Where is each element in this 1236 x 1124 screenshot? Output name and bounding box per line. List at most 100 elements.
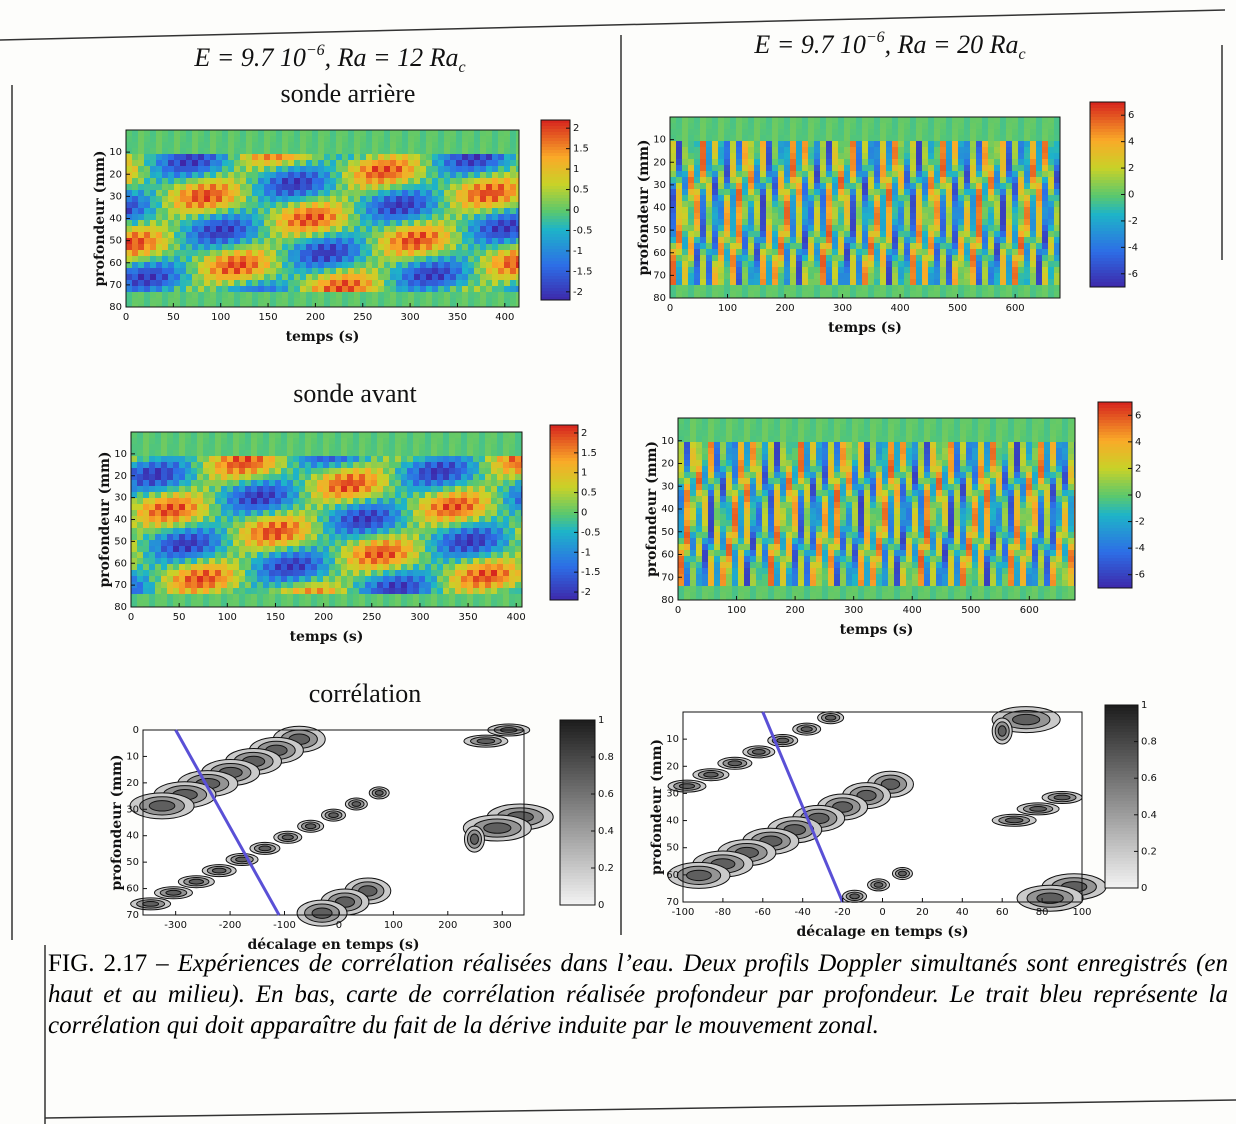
texture-cell (186, 136, 192, 142)
texture-cell (185, 582, 191, 588)
texture-cell (210, 202, 216, 208)
texture-cell (730, 141, 736, 147)
texture-cell (156, 244, 162, 250)
texture-cell (414, 238, 420, 244)
texture-cell (209, 510, 215, 516)
texture-cell (360, 202, 366, 208)
texture-cell (431, 594, 437, 600)
texture-cell (461, 564, 467, 570)
texture-cell (389, 582, 395, 588)
texture-cell (432, 262, 438, 268)
texture-cell (485, 564, 491, 570)
colorbar-cell (550, 476, 578, 479)
texture-cell (287, 456, 293, 462)
texture-cell (360, 160, 366, 166)
texture-cell (330, 214, 336, 220)
texture-cell (270, 268, 276, 274)
texture-cell (467, 498, 473, 504)
texture-cell (377, 522, 383, 528)
texture-cell (389, 570, 395, 576)
texture-cell (718, 165, 724, 171)
texture-cell (688, 117, 694, 123)
texture-cell (419, 582, 425, 588)
texture-cell (510, 208, 516, 214)
texture-cell (287, 444, 293, 450)
colorbar-cell (550, 464, 578, 467)
texture-cell (359, 510, 365, 516)
texture-cell (450, 268, 456, 274)
texture-cell (390, 178, 396, 184)
texture-cell (468, 226, 474, 232)
texture-cell (156, 304, 162, 307)
texture-cell (688, 231, 694, 237)
texture-cell (688, 237, 694, 243)
texture-cell (342, 202, 348, 208)
texture-cell (288, 202, 294, 208)
texture-cell (359, 492, 365, 498)
texture-cell (257, 462, 263, 468)
texture-cell (455, 438, 461, 444)
texture-cell (425, 540, 431, 546)
texture-cell (137, 480, 143, 486)
texture-cell (443, 468, 449, 474)
texture-cell (317, 468, 323, 474)
texture-cell (203, 444, 209, 450)
texture-cell (688, 267, 694, 273)
texture-cell (480, 280, 486, 286)
texture-cell (461, 510, 467, 516)
texture-cell (269, 534, 275, 540)
texture-cell (155, 576, 161, 582)
texture-cell (312, 184, 318, 190)
texture-cell (264, 190, 270, 196)
texture-cell (498, 178, 504, 184)
texture-cell (461, 486, 467, 492)
texture-cell (270, 280, 276, 286)
texture-cell (144, 208, 150, 214)
texture-cell (198, 136, 204, 142)
texture-cell (438, 256, 444, 262)
texture-cell (419, 546, 425, 552)
x-axis-label: temps (s) (290, 629, 364, 645)
texture-cell (468, 202, 474, 208)
texture-cell (479, 492, 485, 498)
texture-cell (456, 142, 462, 148)
texture-cell (479, 540, 485, 546)
texture-cell (155, 504, 161, 510)
texture-cell (197, 552, 203, 558)
texture-cell (449, 534, 455, 540)
texture-cell (251, 486, 257, 492)
texture-cell (258, 178, 264, 184)
texture-cell (754, 177, 760, 183)
texture-cell (384, 244, 390, 250)
texture-cell (258, 172, 264, 178)
texture-cell (444, 136, 450, 142)
texture-cell (730, 201, 736, 207)
texture-cell (149, 510, 155, 516)
texture-cell (408, 298, 414, 304)
texture-cell (306, 232, 312, 238)
texture-cell (132, 238, 138, 244)
texture-cell (461, 552, 467, 558)
texture-cell (197, 450, 203, 456)
texture-cell (144, 178, 150, 184)
texture-cell (754, 189, 760, 195)
texture-cell (156, 196, 162, 202)
texture-cell (179, 552, 185, 558)
texture-cell (210, 280, 216, 286)
texture-cell (456, 274, 462, 280)
texture-cell (760, 147, 766, 153)
texture-cell (221, 462, 227, 468)
texture-cell (323, 522, 329, 528)
texture-cell (227, 480, 233, 486)
texture-cell (216, 232, 222, 238)
texture-cell (198, 250, 204, 256)
texture-cell (450, 274, 456, 280)
texture-cell (234, 130, 240, 136)
x-tick-label: 300 (401, 312, 420, 323)
texture-cell (281, 558, 287, 564)
texture-cell (215, 570, 221, 576)
texture-cell (245, 498, 251, 504)
texture-cell (360, 292, 366, 298)
texture-cell (437, 462, 443, 468)
y-tick-label: 80 (114, 602, 127, 613)
